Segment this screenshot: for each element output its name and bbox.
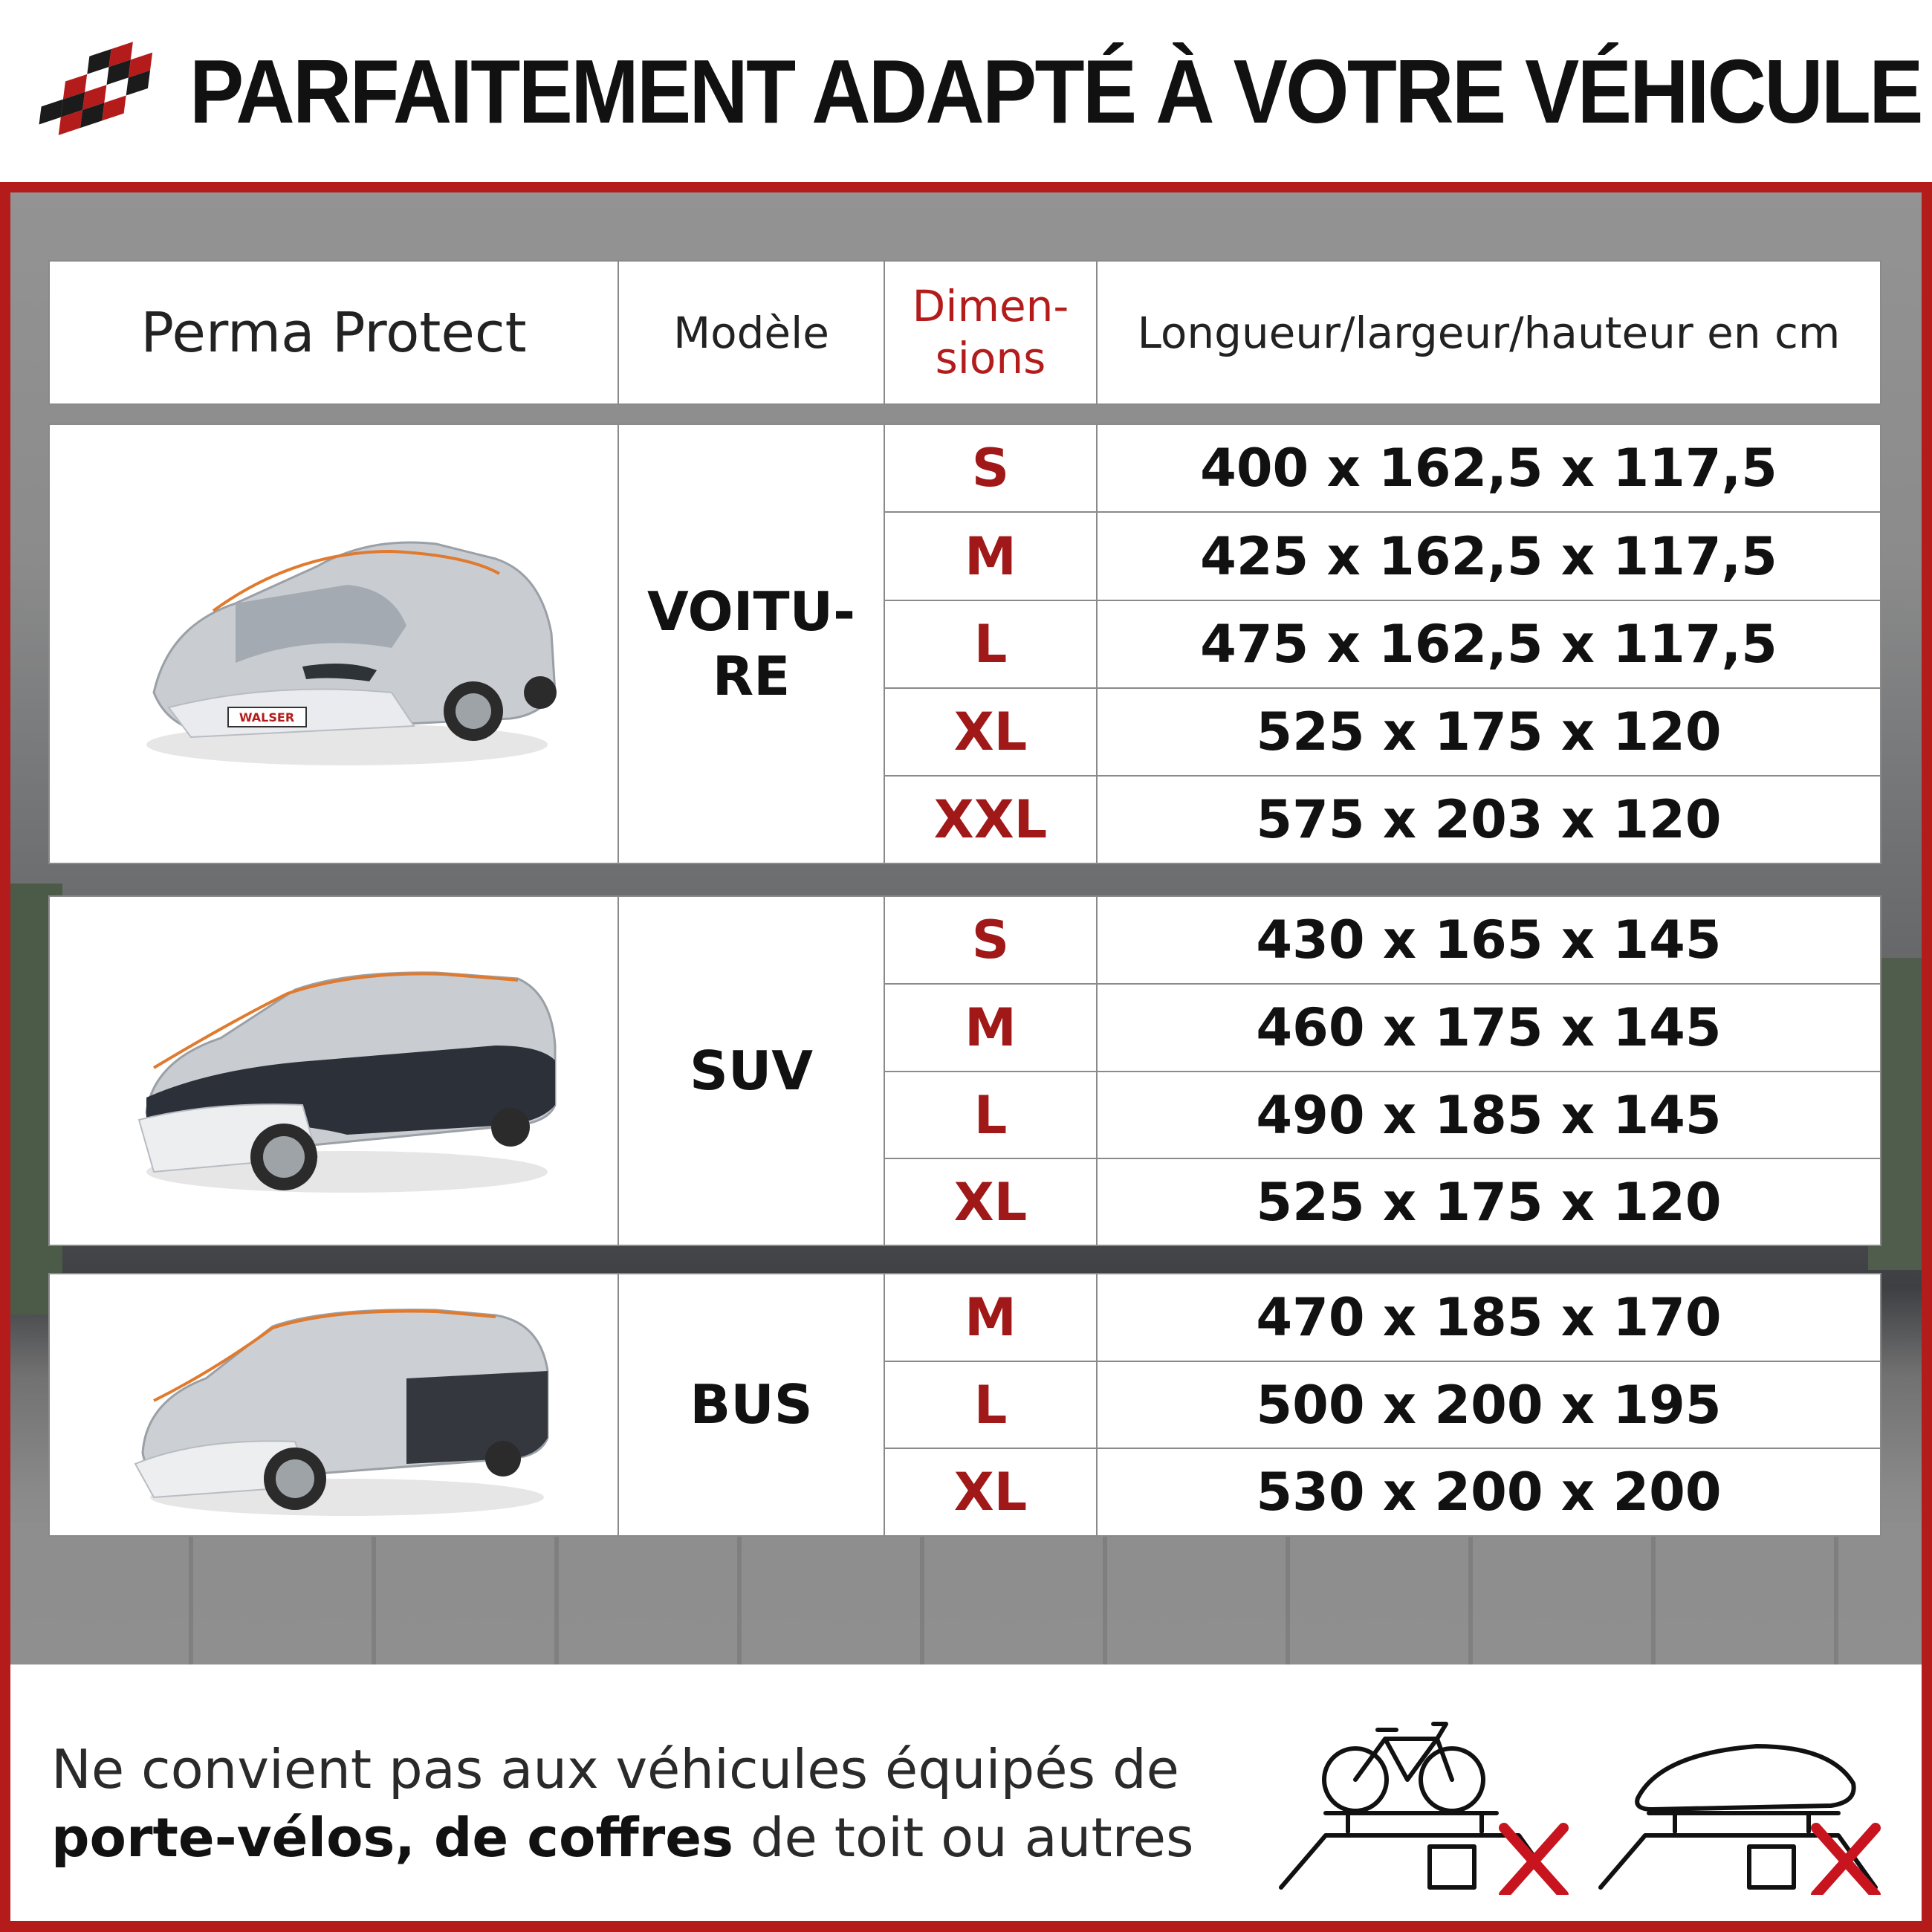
size-cell: S: [971, 438, 1010, 499]
group-voiture: WALSER VOITU- RE S 400 x 162,5 x 117,5 M…: [48, 424, 1881, 864]
note-line1: Ne convient pas aux véhicules équipés de: [51, 1738, 1179, 1800]
note-bold: porte-vélos, de coffres: [51, 1806, 733, 1869]
group-suv: SUV S 430 x 165 x 145 M 460 x 175 x 145 …: [48, 895, 1881, 1246]
size-cell: M: [965, 525, 1017, 587]
dimensions-cell: 460 x 175 x 145: [1256, 997, 1722, 1058]
model-suv: SUV: [689, 1039, 814, 1102]
dimensions-cell: 525 x 175 x 120: [1256, 701, 1722, 762]
model-voiture: VOITU- RE: [619, 425, 884, 863]
dimensions-cell: 530 x 200 x 200: [1256, 1462, 1722, 1523]
bike-rack-crossed-icon: [1279, 1722, 1569, 1895]
header: PARFAITEMENT ADAPTÉ À VOTRE VÉHICULE: [0, 0, 1932, 182]
compatibility-note: Ne convient pas aux véhicules équipés de…: [51, 1735, 1300, 1872]
dimensions-cell: 575 x 203 x 120: [1256, 789, 1722, 850]
note-rest: de toit ou autres: [733, 1806, 1194, 1869]
dimensions-cell: 525 x 175 x 120: [1256, 1171, 1722, 1233]
dimensions-cell: 470 x 185 x 170: [1256, 1287, 1722, 1348]
header-sizes-line2: sions: [935, 332, 1046, 383]
page-title: PARFAITEMENT ADAPTÉ À VOTRE VÉHICULE: [189, 41, 1923, 142]
dimensions-cell: 500 x 200 x 195: [1256, 1374, 1722, 1436]
dimensions-cell: 475 x 162,5 x 117,5: [1200, 614, 1777, 675]
header-sizes-line1: Dimen-: [912, 280, 1069, 331]
header-sizes: Dimen- sions: [885, 262, 1096, 403]
model-bus: BUS: [690, 1373, 813, 1436]
size-cell: L: [973, 614, 1008, 675]
checkered-flag-icon: [39, 42, 153, 135]
header-model: Modèle: [673, 307, 829, 358]
size-cell: XL: [953, 1171, 1028, 1233]
pavement: [10, 1523, 1922, 1671]
dimensions-cell: 490 x 185 x 145: [1256, 1084, 1722, 1146]
car-cover-van-image: [134, 1309, 549, 1516]
license-plate: WALSER: [239, 710, 294, 724]
roof-box-crossed-icon: [1598, 1744, 1881, 1895]
size-cell: M: [965, 997, 1017, 1058]
size-cell: XL: [953, 701, 1028, 762]
size-cell: XL: [953, 1462, 1028, 1523]
model-voiture-line1: VOITU-: [647, 580, 855, 644]
table-header-row: Perma Protect Modèle Dimen- sions Longue…: [48, 260, 1881, 405]
header-dimensions: Longueur/largeur/hauteur en cm: [1137, 307, 1841, 358]
size-cell: XXL: [933, 789, 1048, 850]
car-cover-hatchback-image: WALSER: [146, 541, 557, 765]
size-cell: L: [973, 1084, 1008, 1146]
dimensions-cell: 425 x 162,5 x 117,5: [1200, 525, 1777, 587]
dimensions-cell: 400 x 162,5 x 117,5: [1200, 438, 1777, 499]
car-cover-suv-image: [137, 971, 557, 1193]
footer-note-area: Ne convient pas aux véhicules équipés de…: [10, 1664, 1922, 1921]
size-cell: S: [971, 910, 1010, 970]
group-bus: BUS M 470 x 185 x 170 L 500 x 200 x 195 …: [48, 1273, 1881, 1537]
header-product-name: Perma Protect: [140, 300, 527, 365]
dimensions-cell: 430 x 165 x 145: [1256, 910, 1722, 970]
size-cell: L: [973, 1374, 1008, 1436]
model-voiture-line2: RE: [712, 644, 791, 707]
size-cell: M: [965, 1287, 1017, 1348]
